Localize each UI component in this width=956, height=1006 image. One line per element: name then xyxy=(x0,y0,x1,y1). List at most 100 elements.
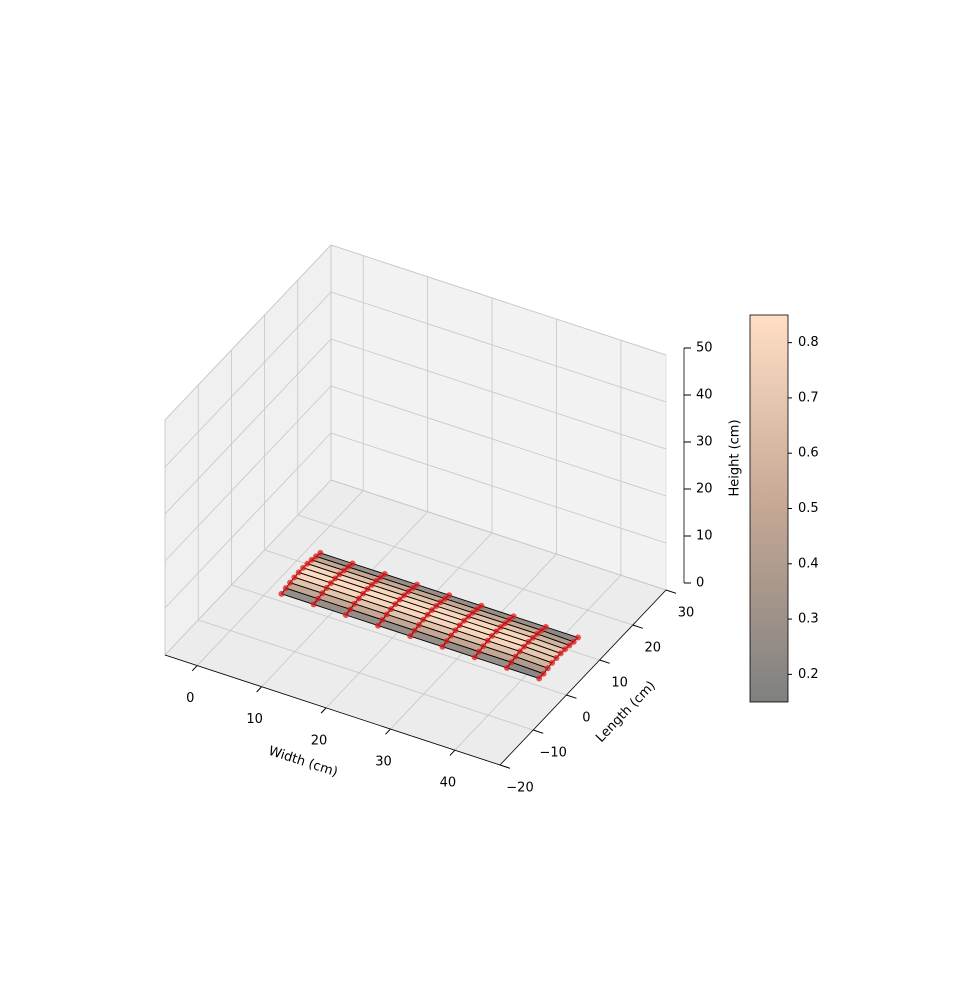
data-point xyxy=(332,575,339,582)
grid-line xyxy=(297,514,633,626)
grid-line xyxy=(164,385,332,562)
data-point xyxy=(538,627,545,634)
data-point xyxy=(497,624,504,631)
data-point xyxy=(364,586,371,593)
data-point xyxy=(570,638,577,645)
colorbar-tick-label: 0.3 xyxy=(798,612,819,627)
data-point xyxy=(512,653,519,660)
x-tick-label: 10 xyxy=(246,712,263,727)
data-point xyxy=(413,581,420,588)
x-tick xyxy=(256,686,262,693)
data-point xyxy=(401,592,408,599)
grid-line xyxy=(330,338,667,450)
y-tick-label: 10 xyxy=(611,676,628,691)
y-tick-label: −20 xyxy=(506,781,533,796)
data-point xyxy=(323,584,330,591)
z-tick-label: 50 xyxy=(696,341,713,356)
data-point xyxy=(557,650,564,657)
grid-line xyxy=(164,244,332,421)
y-tick xyxy=(665,589,677,594)
data-point xyxy=(379,616,386,623)
data-point xyxy=(327,579,334,586)
data-point xyxy=(340,567,347,574)
data-point xyxy=(452,627,459,634)
data-point xyxy=(424,611,431,618)
data-point xyxy=(441,595,448,602)
grid-line xyxy=(330,479,667,591)
y-tick-label: 20 xyxy=(645,641,662,656)
data-point xyxy=(405,588,412,595)
data-point xyxy=(540,670,547,677)
colorbar-tick-label: 0.8 xyxy=(798,335,819,350)
data-point xyxy=(476,648,483,655)
grid-line xyxy=(164,291,332,468)
data-point xyxy=(313,553,320,560)
data-point xyxy=(542,623,549,630)
x-axis-line xyxy=(164,654,501,766)
y-tick-label: −10 xyxy=(539,746,566,761)
grid-line xyxy=(330,385,667,497)
data-point xyxy=(368,581,375,588)
data-point xyxy=(319,590,326,597)
data-point xyxy=(501,620,508,627)
data-point xyxy=(474,606,481,613)
data-point xyxy=(521,643,528,650)
y-tick xyxy=(599,659,610,664)
data-point xyxy=(315,595,322,602)
z-tick-label: 10 xyxy=(696,529,713,544)
data-point xyxy=(373,578,380,585)
y-tick xyxy=(632,624,644,629)
z-tick-label: 20 xyxy=(696,482,713,497)
grid-line xyxy=(164,432,332,609)
colorbar-tick-label: 0.7 xyxy=(798,390,819,405)
z-tick-label: 30 xyxy=(696,435,713,450)
y-tick-label: 30 xyxy=(678,606,695,621)
data-point xyxy=(342,612,349,619)
data-point xyxy=(510,613,517,620)
data-point xyxy=(506,616,513,623)
data-point xyxy=(396,596,403,603)
data-point xyxy=(503,664,510,671)
y-tick xyxy=(533,729,544,734)
data-point xyxy=(388,606,395,613)
data-point xyxy=(428,607,435,614)
grid-line xyxy=(198,619,534,731)
grid-line xyxy=(164,479,332,656)
data-point xyxy=(493,628,500,635)
data-point xyxy=(443,638,450,645)
data-point xyxy=(562,646,569,653)
data-point xyxy=(566,642,573,649)
data-point xyxy=(484,637,491,644)
x-tick-label: 20 xyxy=(311,733,328,748)
data-point xyxy=(336,571,343,578)
data-point xyxy=(469,609,476,616)
data-point xyxy=(407,633,414,640)
grid-line xyxy=(164,338,332,515)
data-point xyxy=(300,564,307,571)
data-point xyxy=(317,549,324,556)
data-point xyxy=(465,613,472,620)
data-point xyxy=(355,595,362,602)
data-point xyxy=(415,621,422,628)
data-point xyxy=(377,574,384,581)
data-point xyxy=(448,632,455,639)
data-point xyxy=(409,585,416,592)
data-point xyxy=(544,665,551,672)
y-axis-line xyxy=(499,589,667,766)
grid-line xyxy=(231,584,567,696)
x-tick-label: 40 xyxy=(440,776,457,791)
data-point xyxy=(461,617,468,624)
y-tick-label: 0 xyxy=(582,711,590,726)
data-point xyxy=(446,592,453,599)
x-tick xyxy=(320,707,327,714)
x-tick-label: 30 xyxy=(375,755,392,770)
grid-line xyxy=(330,432,667,544)
colorbar-tick-label: 0.6 xyxy=(798,446,819,461)
y-tick xyxy=(566,694,577,699)
data-point xyxy=(508,659,515,666)
data-point xyxy=(287,579,294,586)
grid-line xyxy=(196,490,364,666)
data-point xyxy=(534,630,541,637)
x-tick xyxy=(385,728,391,735)
